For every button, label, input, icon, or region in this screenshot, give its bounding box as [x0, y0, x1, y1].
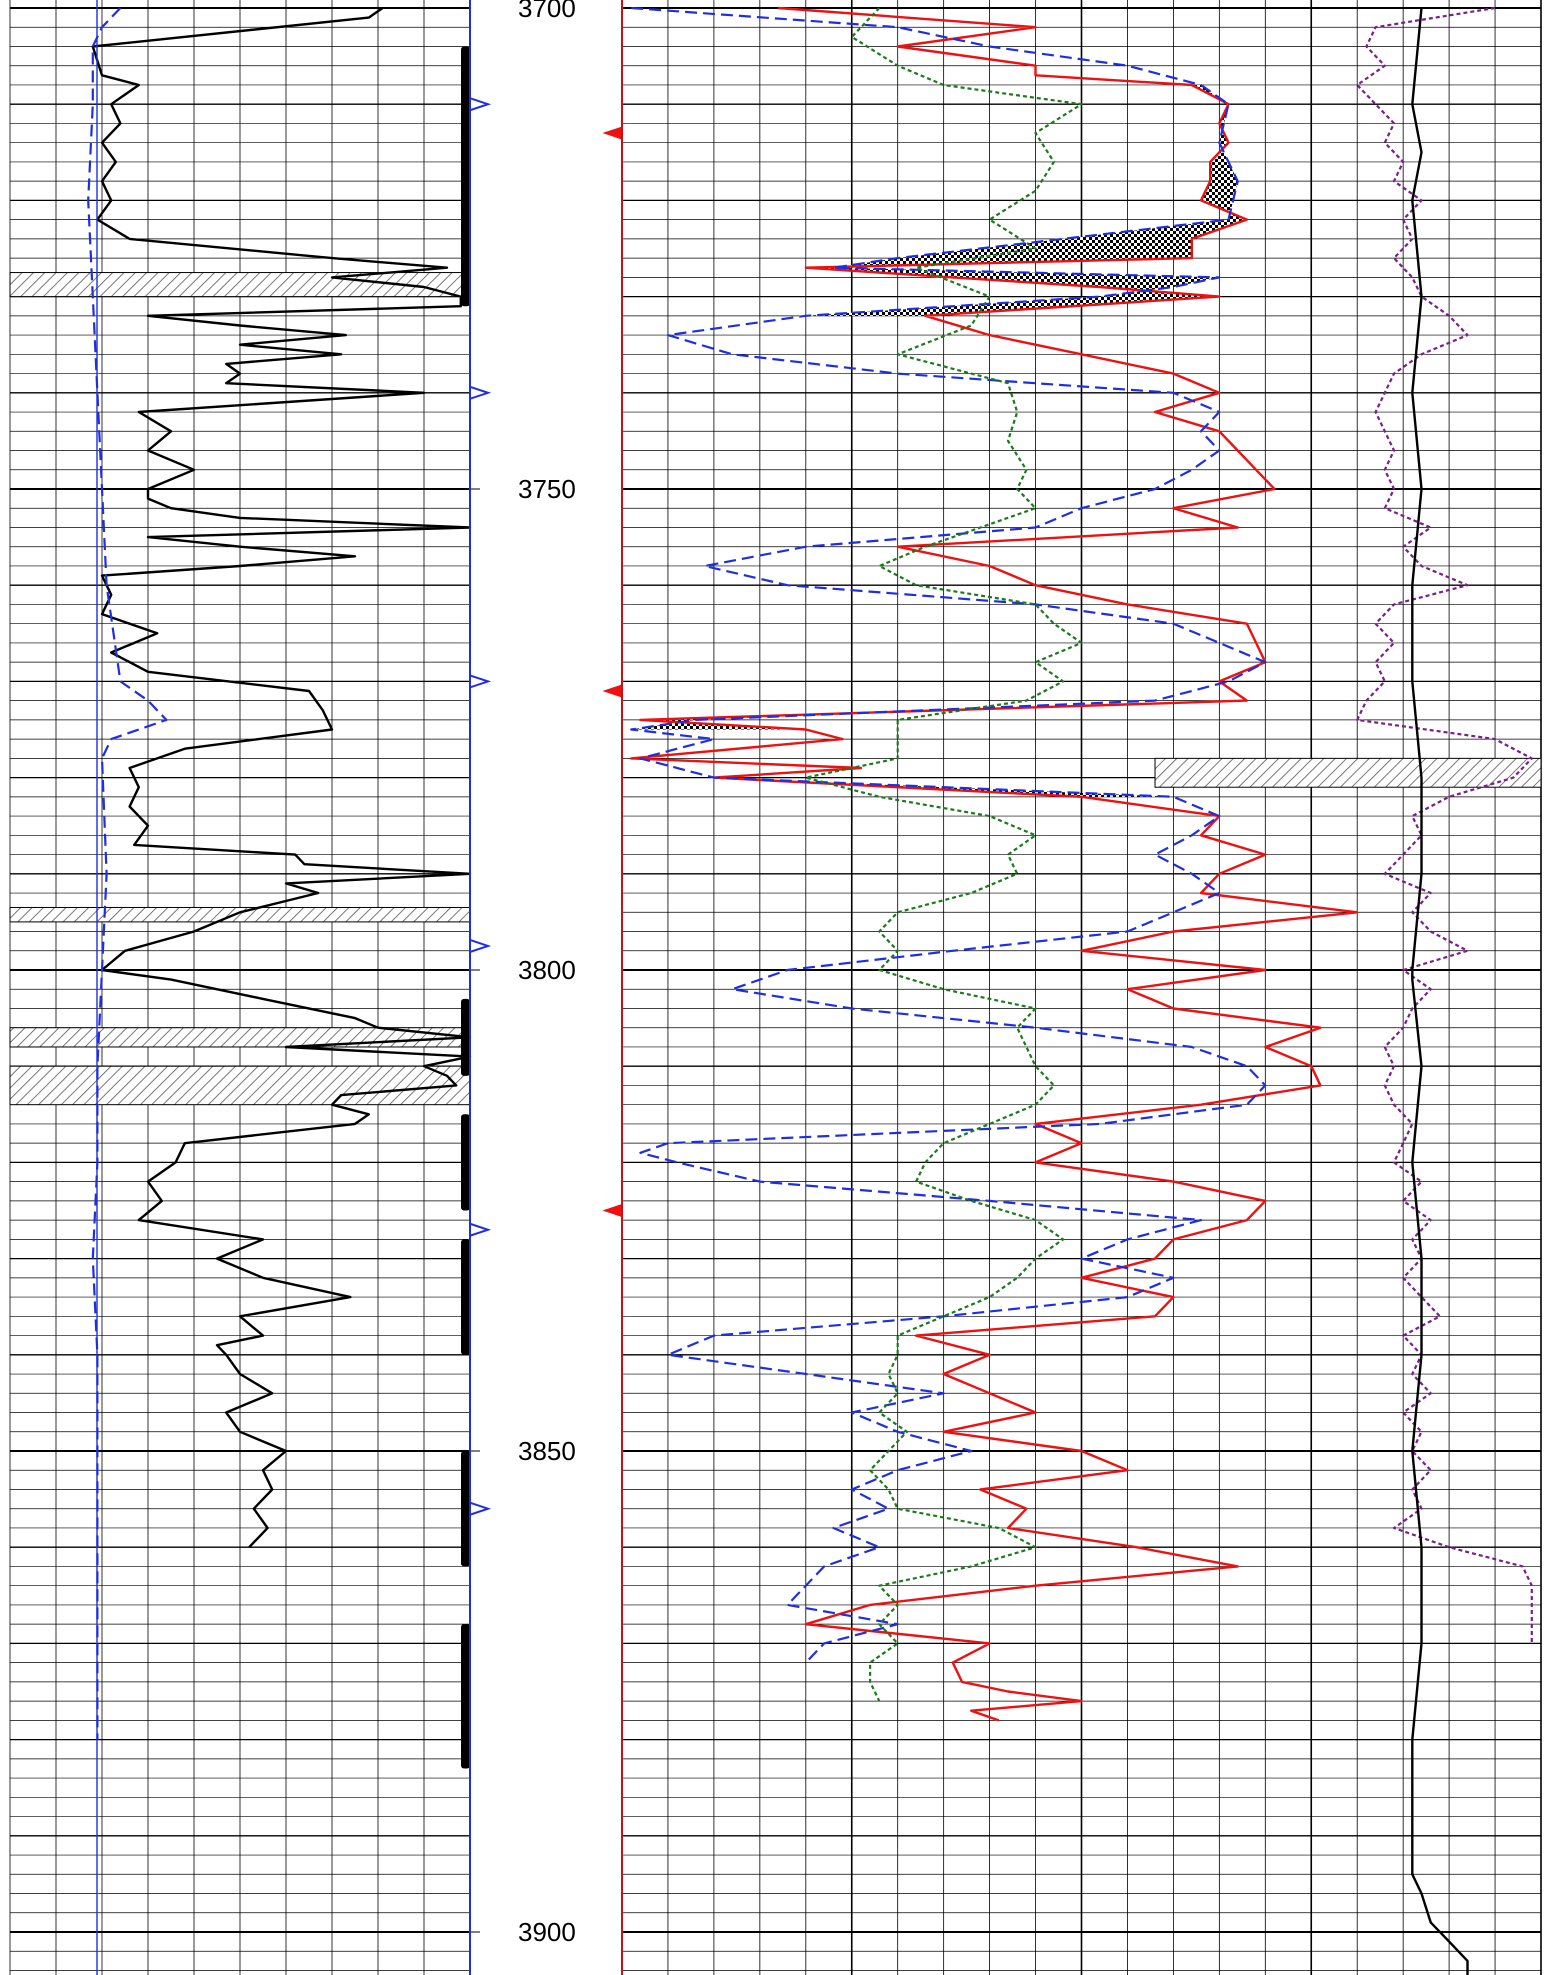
depth-markers [469, 96, 623, 1517]
track1-series-1 [87, 7, 168, 1740]
blue-marker [469, 96, 492, 112]
shaded-bed [9, 906, 471, 923]
track-borders [96, 0, 623, 1975]
blue-marker [469, 1222, 492, 1238]
track1-fills [9, 46, 471, 1769]
flag-bar [461, 1239, 470, 1355]
red-marker [602, 684, 623, 698]
checker-fill [805, 296, 1220, 316]
red-marker [602, 126, 623, 140]
track2-series-4 [1411, 7, 1469, 1975]
blue-marker [469, 385, 492, 401]
shaded-bed [9, 1065, 471, 1106]
track2-series-3 [1356, 6, 1533, 1644]
depth-label: 3700 [518, 0, 576, 23]
blue-marker [469, 1501, 492, 1517]
log-curves [87, 6, 1533, 1975]
track2-grid [621, 0, 1542, 1975]
flag-bar [461, 1451, 470, 1567]
checker-fill [805, 84, 1247, 307]
blue-marker [469, 674, 492, 689]
depth-axis: 3700 3750 3800 3850 3900 [518, 0, 576, 1947]
depth-label: 3750 [518, 474, 576, 504]
flag-bar [461, 1114, 470, 1211]
red-marker [602, 1203, 623, 1218]
depth-label: 3850 [518, 1436, 576, 1466]
depth-label: 3800 [518, 955, 576, 985]
track2-fills [631, 84, 1542, 797]
track2-series-2 [804, 7, 1083, 1702]
flag-bar [461, 46, 470, 307]
blue-marker [469, 938, 492, 954]
flag-bar [461, 1624, 470, 1769]
hatched-bed [1154, 757, 1542, 788]
track2-series-0 [630, 6, 1359, 1722]
track1-series-0 [91, 7, 472, 1549]
depth-label: 3900 [518, 1917, 576, 1947]
